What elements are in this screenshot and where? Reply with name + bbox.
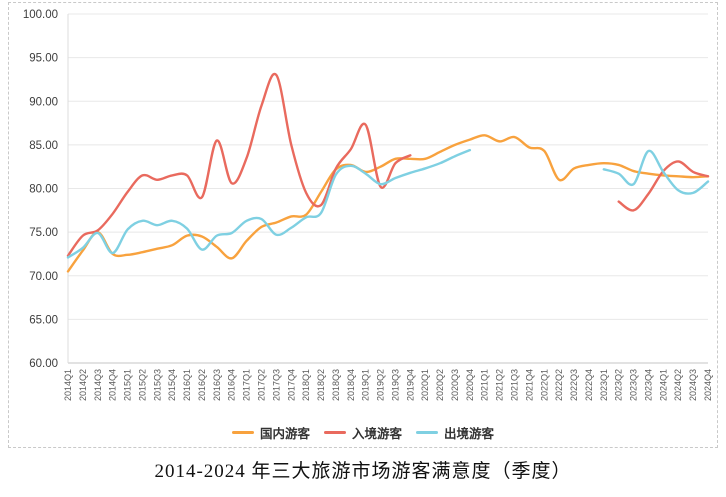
x-tick-label: 2014Q1 <box>63 369 73 401</box>
x-tick-label: 2021Q4 <box>524 369 534 401</box>
x-tick-label: 2017Q1 <box>242 369 252 401</box>
legend-label: 出境游客 <box>444 427 495 441</box>
x-tick-label: 2019Q3 <box>390 369 400 401</box>
y-tick-label: 90.00 <box>29 96 58 108</box>
series-line-国内游客 <box>66 134 710 273</box>
legend-label: 国内游客 <box>259 427 310 441</box>
y-tick-label: 70.00 <box>29 271 58 283</box>
legend-item-入境游客: 入境游客 <box>323 423 402 442</box>
legend-item-出境游客: 出境游客 <box>416 423 494 442</box>
y-tick-label: 65.00 <box>29 314 58 326</box>
x-tick-label: 2021Q2 <box>495 369 505 401</box>
x-tick-label: 2016Q2 <box>197 369 207 401</box>
x-tick-label: 2016Q4 <box>227 369 237 401</box>
legend-item-国内游客: 国内游客 <box>231 423 310 442</box>
gridlines <box>68 13 708 364</box>
x-tick-label: 2024Q2 <box>673 369 683 401</box>
x-tick-label: 2018Q1 <box>301 369 311 401</box>
x-tick-label: 2024Q3 <box>688 369 698 401</box>
legend-marker-icon <box>231 431 254 434</box>
y-tick-label: 75.00 <box>29 227 58 239</box>
x-tick-label: 2018Q3 <box>331 369 341 401</box>
x-tick-label: 2015Q4 <box>167 369 177 401</box>
x-tick-label: 2020Q4 <box>465 369 475 401</box>
x-tick-label: 2020Q2 <box>435 369 445 401</box>
x-tick-label: 2017Q4 <box>286 369 296 401</box>
x-tick-label: 2017Q3 <box>271 369 281 401</box>
x-tick-label: 2016Q3 <box>212 369 222 401</box>
x-tick-label: 2023Q2 <box>614 369 624 401</box>
x-tick-label: 2024Q4 <box>703 369 713 401</box>
series-line-出境游客 <box>66 148 472 259</box>
x-tick-label: 2023Q3 <box>629 369 639 401</box>
x-tick-label: 2014Q2 <box>78 369 88 401</box>
x-tick-label: 2016Q1 <box>182 369 192 401</box>
chart-legend: 国内游客 入境游客 出境游客 <box>0 423 726 442</box>
x-tick-label: 2019Q2 <box>376 369 386 401</box>
series-line-出境游客 <box>602 149 710 195</box>
x-tick-label: 2020Q1 <box>420 369 430 401</box>
series-line-入境游客 <box>66 72 412 257</box>
x-axis: 2014Q1 2014Q2 2014Q3 2014Q4 2015Q1 2015Q2 2015… <box>63 369 713 401</box>
y-tick-label: 95.00 <box>29 53 58 65</box>
x-tick-label: 2018Q2 <box>316 369 326 401</box>
x-tick-label: 2015Q1 <box>123 369 133 401</box>
legend-marker-icon <box>323 431 346 434</box>
y-tick-label: 100.00 <box>23 9 58 21</box>
x-tick-label: 2015Q3 <box>152 369 162 401</box>
x-tick-label: 2021Q1 <box>480 369 490 401</box>
x-tick-label: 2022Q1 <box>539 369 549 401</box>
x-tick-label: 2021Q3 <box>510 369 520 401</box>
x-tick-label: 2015Q2 <box>137 369 147 401</box>
chart-title: 2014-2024 年三大旅游市场游客满意度（季度） <box>154 461 572 482</box>
x-tick-label: 2023Q4 <box>643 369 653 401</box>
x-tick-label: 2024Q1 <box>658 369 668 401</box>
legend-label: 入境游客 <box>351 427 402 441</box>
x-tick-label: 2017Q2 <box>256 369 266 401</box>
x-tick-label: 2018Q4 <box>346 369 356 401</box>
y-axis: 60.00 65.00 70.00 75.00 80.00 85.00 90.00 95.00… <box>23 9 69 370</box>
x-tick-label: 2019Q1 <box>361 369 371 401</box>
line-chart: 60.00 65.00 70.00 75.00 80.00 85.00 90.00 95.00… <box>23 9 713 401</box>
x-tick-label: 2022Q2 <box>554 369 564 401</box>
x-tick-label: 2014Q3 <box>93 369 103 401</box>
series-lines <box>66 72 710 273</box>
x-tick-label: 2019Q4 <box>405 369 415 401</box>
y-tick-label: 85.00 <box>29 140 58 152</box>
x-tick-label: 2014Q4 <box>108 369 118 401</box>
y-tick-label: 80.00 <box>29 184 58 196</box>
legend-marker-icon <box>416 431 438 434</box>
y-tick-label: 60.00 <box>29 358 58 370</box>
x-tick-label: 2022Q4 <box>584 369 594 401</box>
x-tick-label: 2023Q1 <box>599 369 609 401</box>
x-tick-label: 2020Q3 <box>450 369 460 401</box>
x-tick-label: 2022Q3 <box>569 369 579 401</box>
